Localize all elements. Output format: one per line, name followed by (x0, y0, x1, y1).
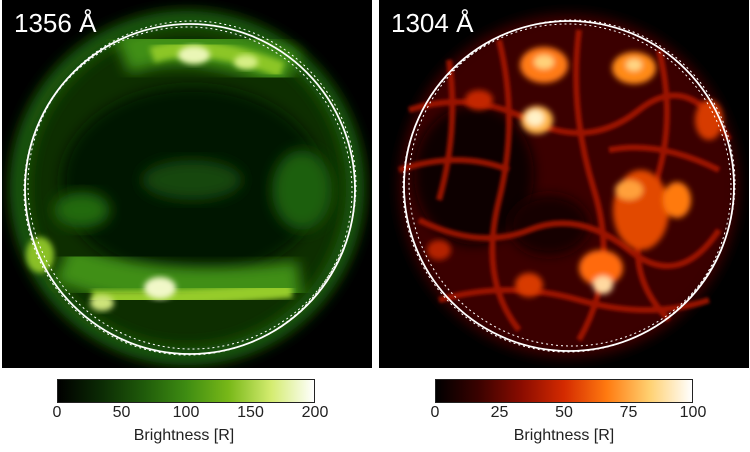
image-panel-1304: 1304 Å (379, 0, 749, 368)
colorbar-tick: 0 (430, 404, 440, 421)
colorbar-tick: 100 (172, 404, 200, 421)
colorbar-ticks-1356: 0 50 100 150 200 (53, 404, 329, 426)
colorbar-tick: 75 (619, 404, 638, 421)
colorbar-title-1356: Brightness [R] (133, 427, 235, 444)
emission-image-1304 (379, 0, 749, 368)
colorbar-title-1304: Brightness [R] (513, 427, 615, 444)
colorbar-tick: 25 (490, 404, 509, 421)
dotted-circle-b (402, 23, 732, 353)
wavelength-label: 1356 Å (14, 8, 97, 38)
colorbar-tick: 200 (301, 404, 329, 421)
colorbar-1356 (57, 379, 315, 403)
wavelength-label: 1304 Å (391, 8, 474, 38)
colorbar-tick: 0 (52, 404, 62, 421)
colorbar-tick: 100 (679, 404, 707, 421)
disk-outline-circle (403, 20, 735, 352)
dotted-circle-a (27, 20, 357, 350)
colorbar-tick: 150 (237, 404, 264, 421)
colorbar-1304 (435, 379, 693, 403)
disk-outline-circle (24, 23, 356, 355)
dotted-circle-b (23, 26, 353, 356)
colorbar-ticks-1304: 0 25 50 75 100 (431, 404, 707, 426)
colorbar-tick: 50 (112, 404, 131, 421)
image-panel-1356: 1356 Å (2, 0, 372, 368)
colorbar-tick: 50 (555, 404, 573, 421)
emission-image-1356 (2, 0, 372, 368)
dotted-circle-a (408, 19, 736, 347)
